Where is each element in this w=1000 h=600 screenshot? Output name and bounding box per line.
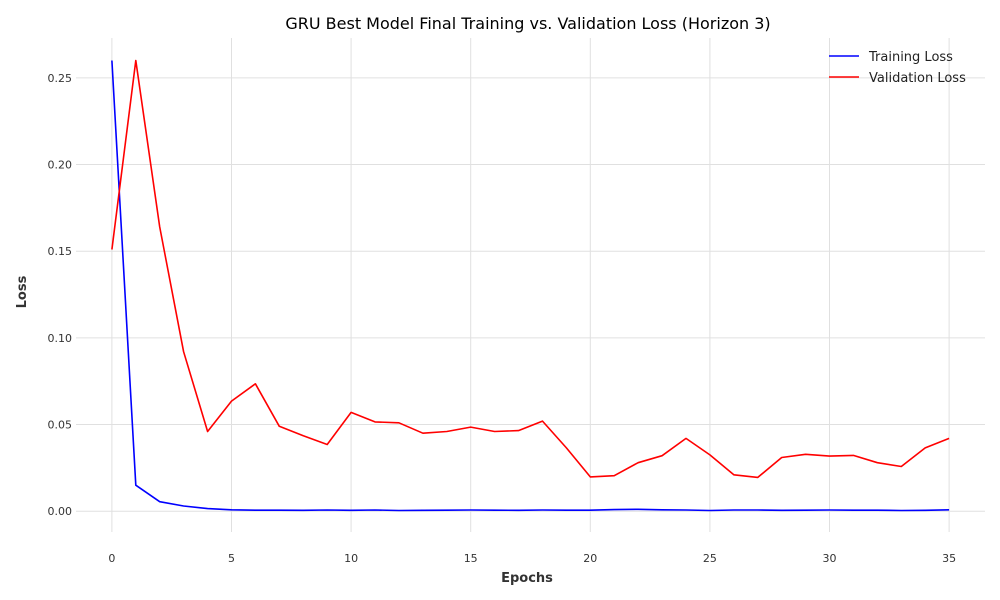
x-tick-label: 10 <box>344 552 358 565</box>
chart-title: GRU Best Model Final Training vs. Valida… <box>285 14 770 33</box>
x-tick-label: 0 <box>108 552 115 565</box>
x-tick-label: 35 <box>942 552 956 565</box>
y-tick-label: 0.05 <box>48 419 73 432</box>
legend-label-validation-loss: Validation Loss <box>869 71 966 86</box>
y-tick-label: 0.25 <box>48 72 73 85</box>
y-tick-label: 0.20 <box>48 159 73 172</box>
tick-labels: 0 5 10 15 20 25 30 35 0.00 0.05 0.10 0.15 0.20 0.25 <box>48 72 957 565</box>
y-tick-label: 0.10 <box>48 332 73 345</box>
y-tick-label: 0.00 <box>48 505 73 518</box>
y-tick-label: 0.15 <box>48 245 73 258</box>
x-tick-label: 30 <box>823 552 837 565</box>
x-axis-title: Epochs <box>501 571 553 586</box>
x-tick-label: 15 <box>464 552 478 565</box>
series-line-training-loss <box>111 60 950 512</box>
legend-label-training-loss: Training Loss <box>868 50 953 65</box>
legend: Training Loss Validation Loss <box>829 50 966 86</box>
x-tick-label: 5 <box>228 552 235 565</box>
x-tick-label: 25 <box>703 552 717 565</box>
x-tick-label: 20 <box>583 552 597 565</box>
y-axis-title: Loss <box>15 275 30 308</box>
grid-lines <box>76 38 985 532</box>
series-lines <box>111 59 950 512</box>
series-line-validation-loss <box>111 59 950 479</box>
